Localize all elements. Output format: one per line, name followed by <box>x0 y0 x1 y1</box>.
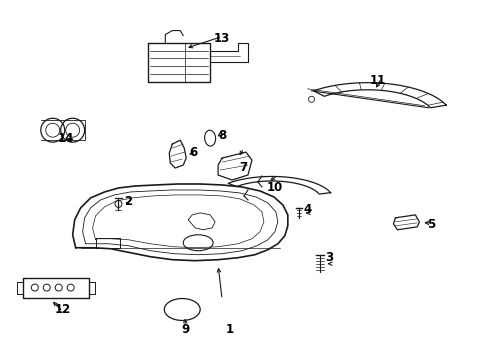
Text: 10: 10 <box>266 181 283 194</box>
Text: 1: 1 <box>225 323 234 336</box>
Text: 3: 3 <box>325 251 333 264</box>
Text: 6: 6 <box>189 145 197 159</box>
Text: 11: 11 <box>368 74 385 87</box>
Text: 14: 14 <box>58 132 74 145</box>
Text: 4: 4 <box>303 203 311 216</box>
Text: 13: 13 <box>214 32 230 45</box>
Text: 12: 12 <box>55 303 71 316</box>
Text: 2: 2 <box>124 195 132 208</box>
Text: 8: 8 <box>218 129 226 142</box>
Text: 5: 5 <box>427 218 434 231</box>
Text: 9: 9 <box>181 323 189 336</box>
Text: 7: 7 <box>239 161 246 174</box>
